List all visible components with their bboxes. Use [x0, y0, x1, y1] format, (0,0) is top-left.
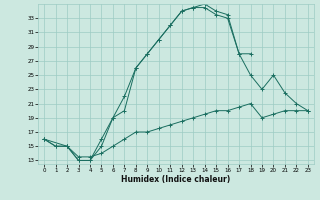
X-axis label: Humidex (Indice chaleur): Humidex (Indice chaleur) — [121, 175, 231, 184]
